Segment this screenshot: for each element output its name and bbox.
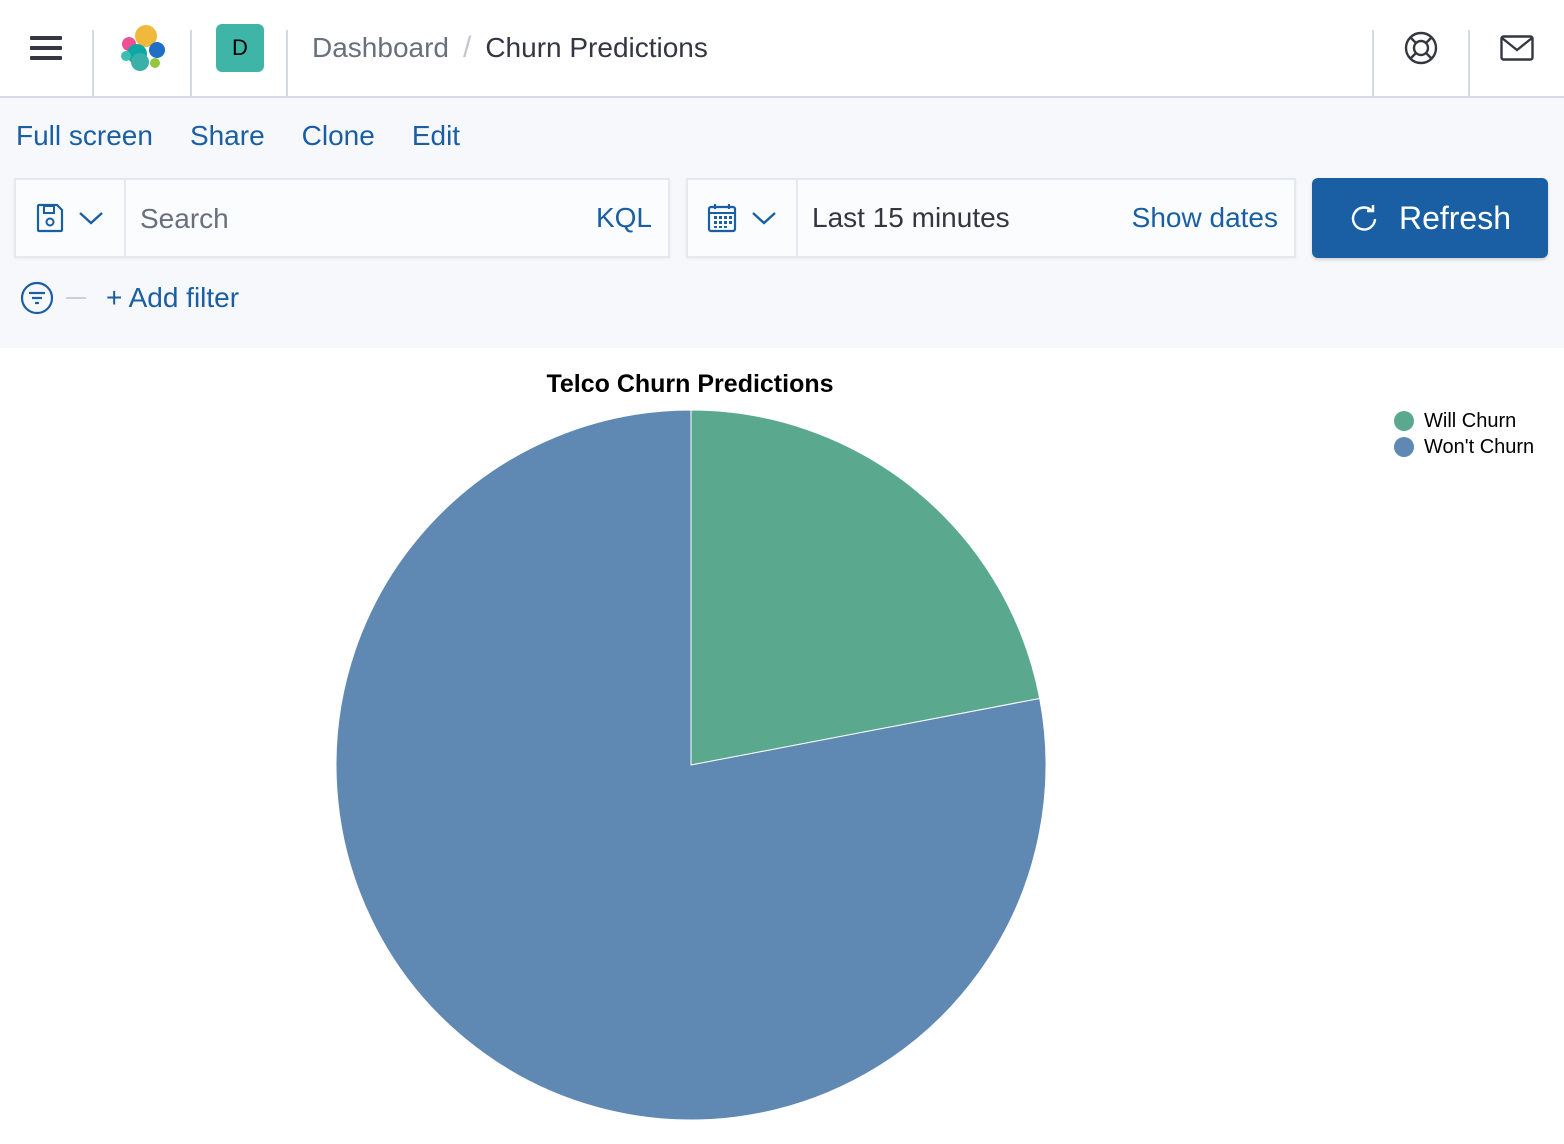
saved-query-button[interactable] — [16, 180, 126, 256]
menu-button[interactable] — [0, 0, 92, 96]
query-area: Full screen Share Clone Edit KQL — [0, 98, 1564, 348]
chart-panel: Telco Churn Predictions Will Churn Won't … — [0, 348, 1564, 1144]
query-bar: KQL — [14, 178, 670, 258]
breadcrumb-separator: / — [462, 31, 472, 64]
space-avatar: D — [216, 24, 264, 72]
quick-date-menu-button[interactable] — [688, 180, 798, 256]
pie-chart — [336, 410, 1046, 1120]
date-picker: Last 15 minutes Show dates — [686, 178, 1296, 258]
legend-dot — [1394, 411, 1414, 431]
legend-label: Will Churn — [1424, 409, 1517, 432]
help-button[interactable] — [1374, 0, 1468, 96]
elastic-logo-icon — [121, 25, 165, 71]
refresh-button[interactable]: Refresh — [1312, 178, 1548, 258]
calendar-icon — [707, 204, 737, 233]
space-selector[interactable]: D — [192, 0, 288, 96]
pie-slice-won-t-churn[interactable] — [336, 410, 1046, 1120]
legend-item[interactable]: Will Churn — [1394, 408, 1534, 434]
newsfeed-button[interactable] — [1470, 0, 1564, 96]
full-screen-link[interactable]: Full screen — [16, 120, 153, 151]
menu-icon — [30, 36, 62, 60]
share-link[interactable]: Share — [189, 120, 265, 151]
clone-link[interactable]: Clone — [301, 120, 375, 151]
chevron-down-icon — [79, 212, 103, 225]
top-nav-menu: Full screen Share Clone Edit — [16, 120, 497, 152]
refresh-label: Refresh — [1398, 199, 1512, 236]
legend-dot — [1394, 437, 1414, 457]
show-dates-button[interactable]: Show dates — [1131, 202, 1278, 233]
mail-icon — [1500, 35, 1534, 61]
save-icon — [36, 203, 64, 233]
help-lifebuoy-icon — [1404, 31, 1438, 65]
kql-toggle[interactable]: KQL — [595, 202, 652, 233]
legend-item[interactable]: Won't Churn — [1394, 434, 1534, 460]
chevron-down-icon — [752, 212, 776, 225]
home-logo-button[interactable] — [94, 0, 190, 96]
legend-label: Won't Churn — [1424, 435, 1535, 458]
add-filter-button[interactable]: + Add filter — [106, 282, 240, 313]
pie-slice-will-churn[interactable] — [690, 410, 1041, 766]
breadcrumb-dashboard[interactable]: Dashboard — [312, 32, 449, 63]
breadcrumb: Dashboard / Churn Predictions — [312, 0, 708, 96]
search-input[interactable] — [138, 198, 582, 240]
refresh-icon — [1351, 205, 1377, 231]
chart-legend: Will Churn Won't Churn — [1394, 408, 1534, 460]
chart-title: Telco Churn Predictions — [546, 370, 834, 398]
filter-divider — [66, 297, 86, 299]
date-range-text[interactable]: Last 15 minutes — [812, 202, 1010, 233]
edit-link[interactable]: Edit — [411, 120, 461, 151]
filter-icon[interactable] — [20, 281, 54, 315]
filter-bar: + Add filter — [20, 280, 239, 316]
app-header: D Dashboard / Churn Predictions — [0, 0, 1564, 98]
breadcrumb-current: Churn Predictions — [485, 32, 708, 63]
